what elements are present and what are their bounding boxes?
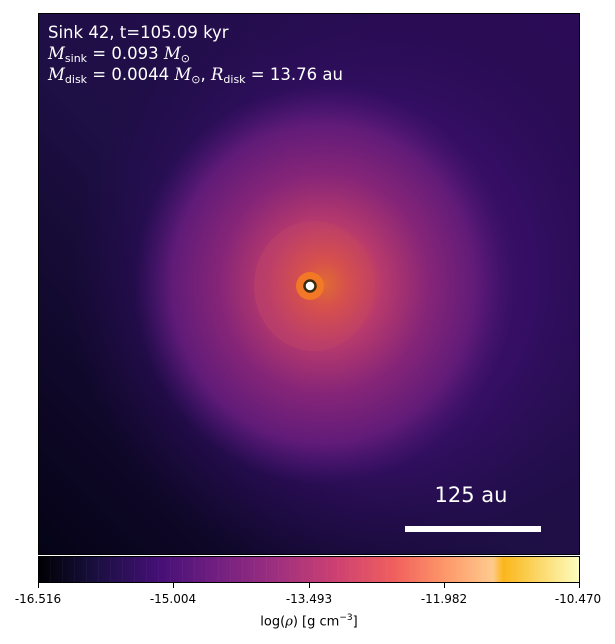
colorbar-tick-label: -13.493: [285, 592, 333, 606]
scale-bar-label: 125 au: [434, 483, 508, 507]
colorbar-tick-label: -16.516: [14, 592, 62, 606]
scale-bar: [405, 526, 541, 532]
msun-symbol-2: M: [174, 65, 192, 84]
msun-sub-2: ⊙: [191, 73, 201, 86]
colorbar-label-exp: −3: [339, 613, 353, 623]
msun-symbol: M: [163, 44, 181, 63]
msun-sub: ⊙: [180, 52, 190, 65]
colorbar-tick-label: -11.982: [420, 592, 468, 606]
density-map: Sink 42, t=105.09 kyr Msink = 0.093 M⊙ M…: [38, 13, 580, 555]
colorbar-tick: [309, 583, 310, 588]
mdisk-symbol: M: [48, 65, 65, 84]
sink-marker: [303, 279, 317, 293]
colorbar-label-prefix: log(: [260, 614, 286, 630]
colorbar-label-middle: ) [g cm: [292, 614, 340, 630]
colorbar-label-suffix: ]: [352, 614, 358, 630]
colorbar: [38, 556, 580, 583]
msink-value: = 0.093: [87, 44, 164, 63]
mdisk-sub: disk: [64, 73, 88, 86]
sink-mass-line: Msink = 0.093 M⊙: [48, 43, 190, 69]
disk-line: Mdisk = 0.0044 M⊙, Rdisk = 13.76 au: [48, 64, 343, 90]
msink-symbol: M: [48, 44, 65, 63]
sink-info-line: Sink 42, t=105.09 kyr: [48, 22, 229, 43]
colorbar-tick: [38, 583, 39, 588]
colorbar-tick: [579, 583, 580, 588]
density-image: [39, 14, 579, 554]
colorbar-tick: [173, 583, 174, 588]
rdisk-symbol: R: [210, 65, 224, 84]
colorbar-tick-label: -15.004: [149, 592, 197, 606]
colorbar-tick-label: -10.470: [554, 592, 602, 606]
msink-sub: sink: [64, 52, 88, 65]
rdisk-value: = 13.76 au: [245, 65, 343, 84]
colorbar-label-rho: ρ: [285, 614, 293, 630]
sink-title: Sink 42, t=105.09 kyr: [48, 23, 229, 42]
rdisk-sep: ,: [200, 65, 211, 84]
colorbar-label: log(ρ) [g cm−3]: [209, 613, 409, 629]
rdisk-sub: disk: [223, 73, 246, 86]
colorbar-bands: [39, 557, 579, 582]
mdisk-value: = 0.0044: [87, 65, 175, 84]
colorbar-tick: [444, 583, 445, 588]
